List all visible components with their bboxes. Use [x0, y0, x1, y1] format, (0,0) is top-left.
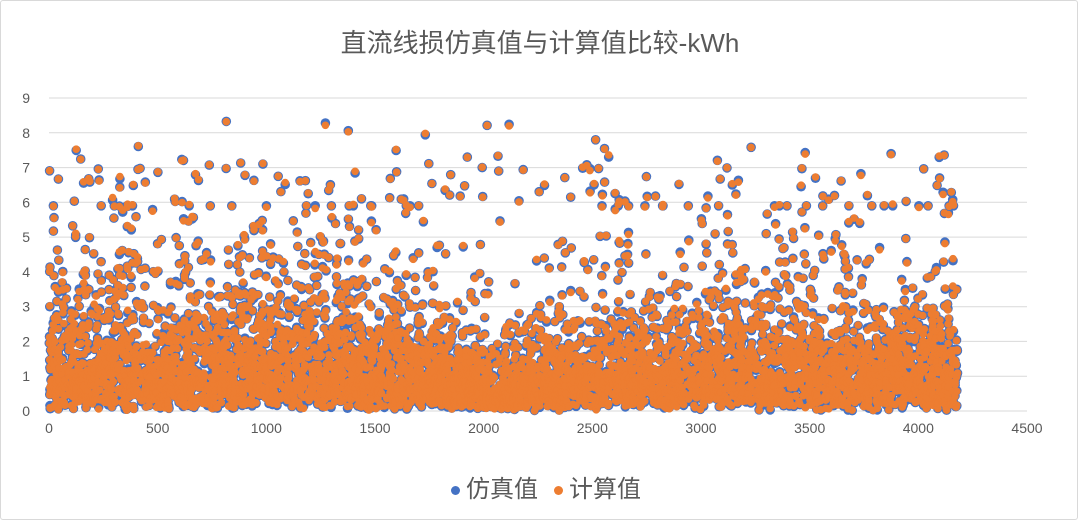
- svg-text:4500: 4500: [1011, 420, 1042, 436]
- svg-text:0: 0: [22, 403, 30, 419]
- svg-text:1500: 1500: [359, 420, 390, 436]
- svg-text:4: 4: [22, 264, 30, 280]
- svg-text:500: 500: [146, 420, 170, 436]
- svg-text:2000: 2000: [468, 420, 499, 436]
- svg-text:9: 9: [22, 90, 30, 106]
- svg-text:3000: 3000: [685, 420, 716, 436]
- svg-text:0: 0: [45, 420, 53, 436]
- svg-text:4000: 4000: [903, 420, 934, 436]
- svg-text:7: 7: [22, 160, 30, 176]
- svg-text:3: 3: [22, 299, 30, 315]
- svg-text:5: 5: [22, 229, 30, 245]
- svg-text:3500: 3500: [794, 420, 825, 436]
- svg-text:1000: 1000: [251, 420, 282, 436]
- svg-text:8: 8: [22, 125, 30, 141]
- svg-text:2500: 2500: [577, 420, 608, 436]
- svg-text:6: 6: [22, 194, 30, 210]
- svg-text:2: 2: [22, 333, 30, 349]
- svg-text:1: 1: [22, 368, 30, 384]
